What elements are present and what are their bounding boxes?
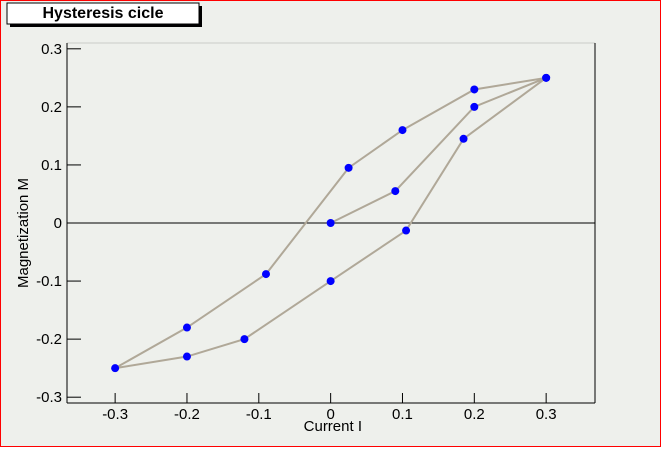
- data-point: [470, 102, 479, 111]
- x-tick-label: 0.2: [464, 406, 485, 423]
- y-tick-label: 0: [54, 215, 62, 232]
- y-tick-label: 0.3: [41, 41, 62, 58]
- y-tick-label: -0.3: [36, 389, 62, 406]
- data-point: [182, 352, 191, 361]
- chart-title: Hysteresis cicle: [43, 5, 164, 22]
- data-point: [261, 270, 270, 279]
- data-point: [111, 364, 120, 373]
- series-line: [114, 76, 547, 370]
- y-tick-label: -0.1: [36, 273, 62, 290]
- data-point: [391, 187, 400, 196]
- x-tick-label: -0.1: [246, 406, 272, 423]
- title-box: [6, 2, 200, 25]
- y-tick-label: 0.1: [41, 157, 62, 174]
- x-axis-title: Current I: [304, 418, 362, 435]
- data-point: [344, 163, 353, 172]
- x-tick-label: 0.3: [536, 406, 557, 423]
- data-point: [182, 323, 191, 332]
- x-tick-label: -0.2: [174, 406, 200, 423]
- data-point: [240, 335, 249, 344]
- x-tick-label: 0.1: [392, 406, 413, 423]
- data-point: [402, 226, 411, 235]
- data-point: [459, 134, 468, 143]
- y-axis-title: Magnetization M: [15, 178, 32, 288]
- data-point: [470, 85, 479, 94]
- x-tick-label: 0: [326, 406, 334, 423]
- data-point: [542, 73, 551, 82]
- data-point: [398, 126, 407, 135]
- data-point: [326, 277, 335, 286]
- x-tick-label: -0.3: [102, 406, 128, 423]
- data-point: [326, 219, 335, 227]
- y-tick-label: -0.2: [36, 331, 62, 348]
- y-tick-label: 0.2: [41, 99, 62, 116]
